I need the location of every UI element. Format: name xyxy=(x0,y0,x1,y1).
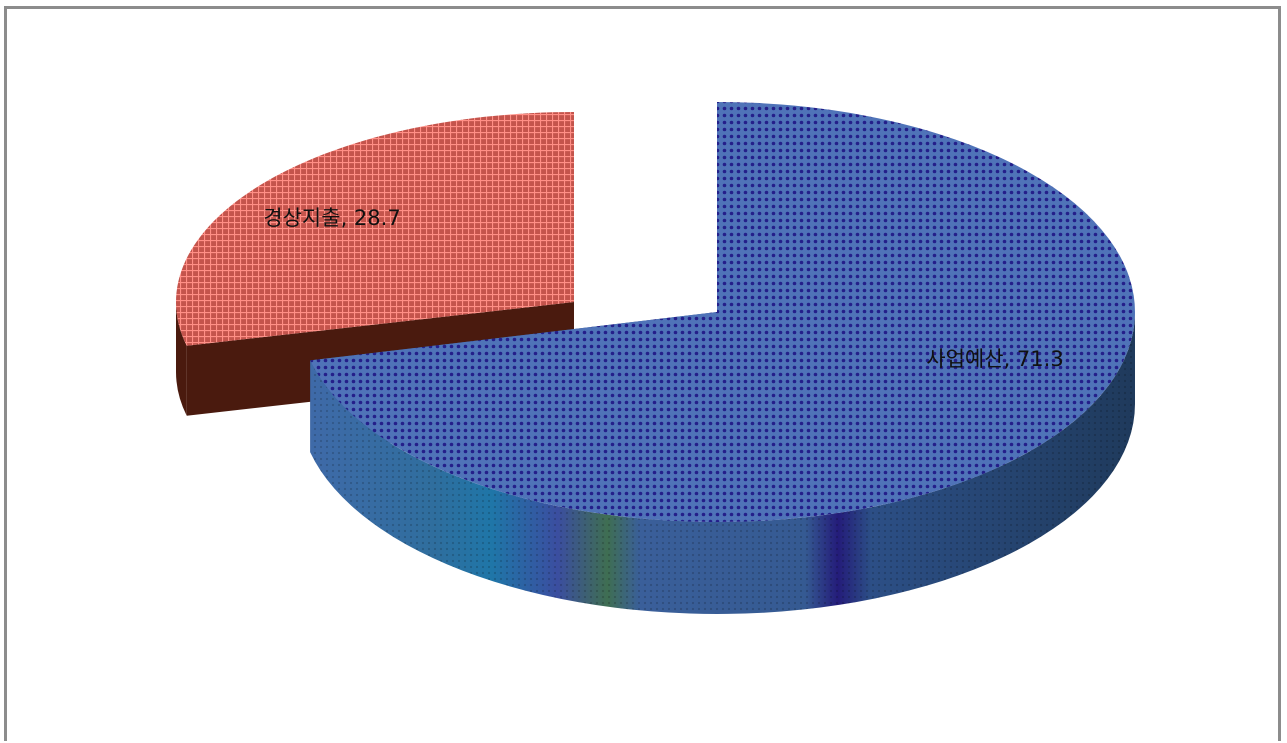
pie-slice-top-0 xyxy=(310,102,1135,522)
pie-slice-side-texture-0 xyxy=(310,312,1135,614)
pie-slice-top-1 xyxy=(175,112,575,346)
data-label-0: 사업예산, 71.3 xyxy=(926,347,1063,371)
data-label-1: 경상지출, 28.7 xyxy=(263,206,400,230)
pie-slice-0 xyxy=(310,102,1135,614)
pie-slice-side-1 xyxy=(176,302,187,416)
chart-frame xyxy=(4,6,1281,741)
